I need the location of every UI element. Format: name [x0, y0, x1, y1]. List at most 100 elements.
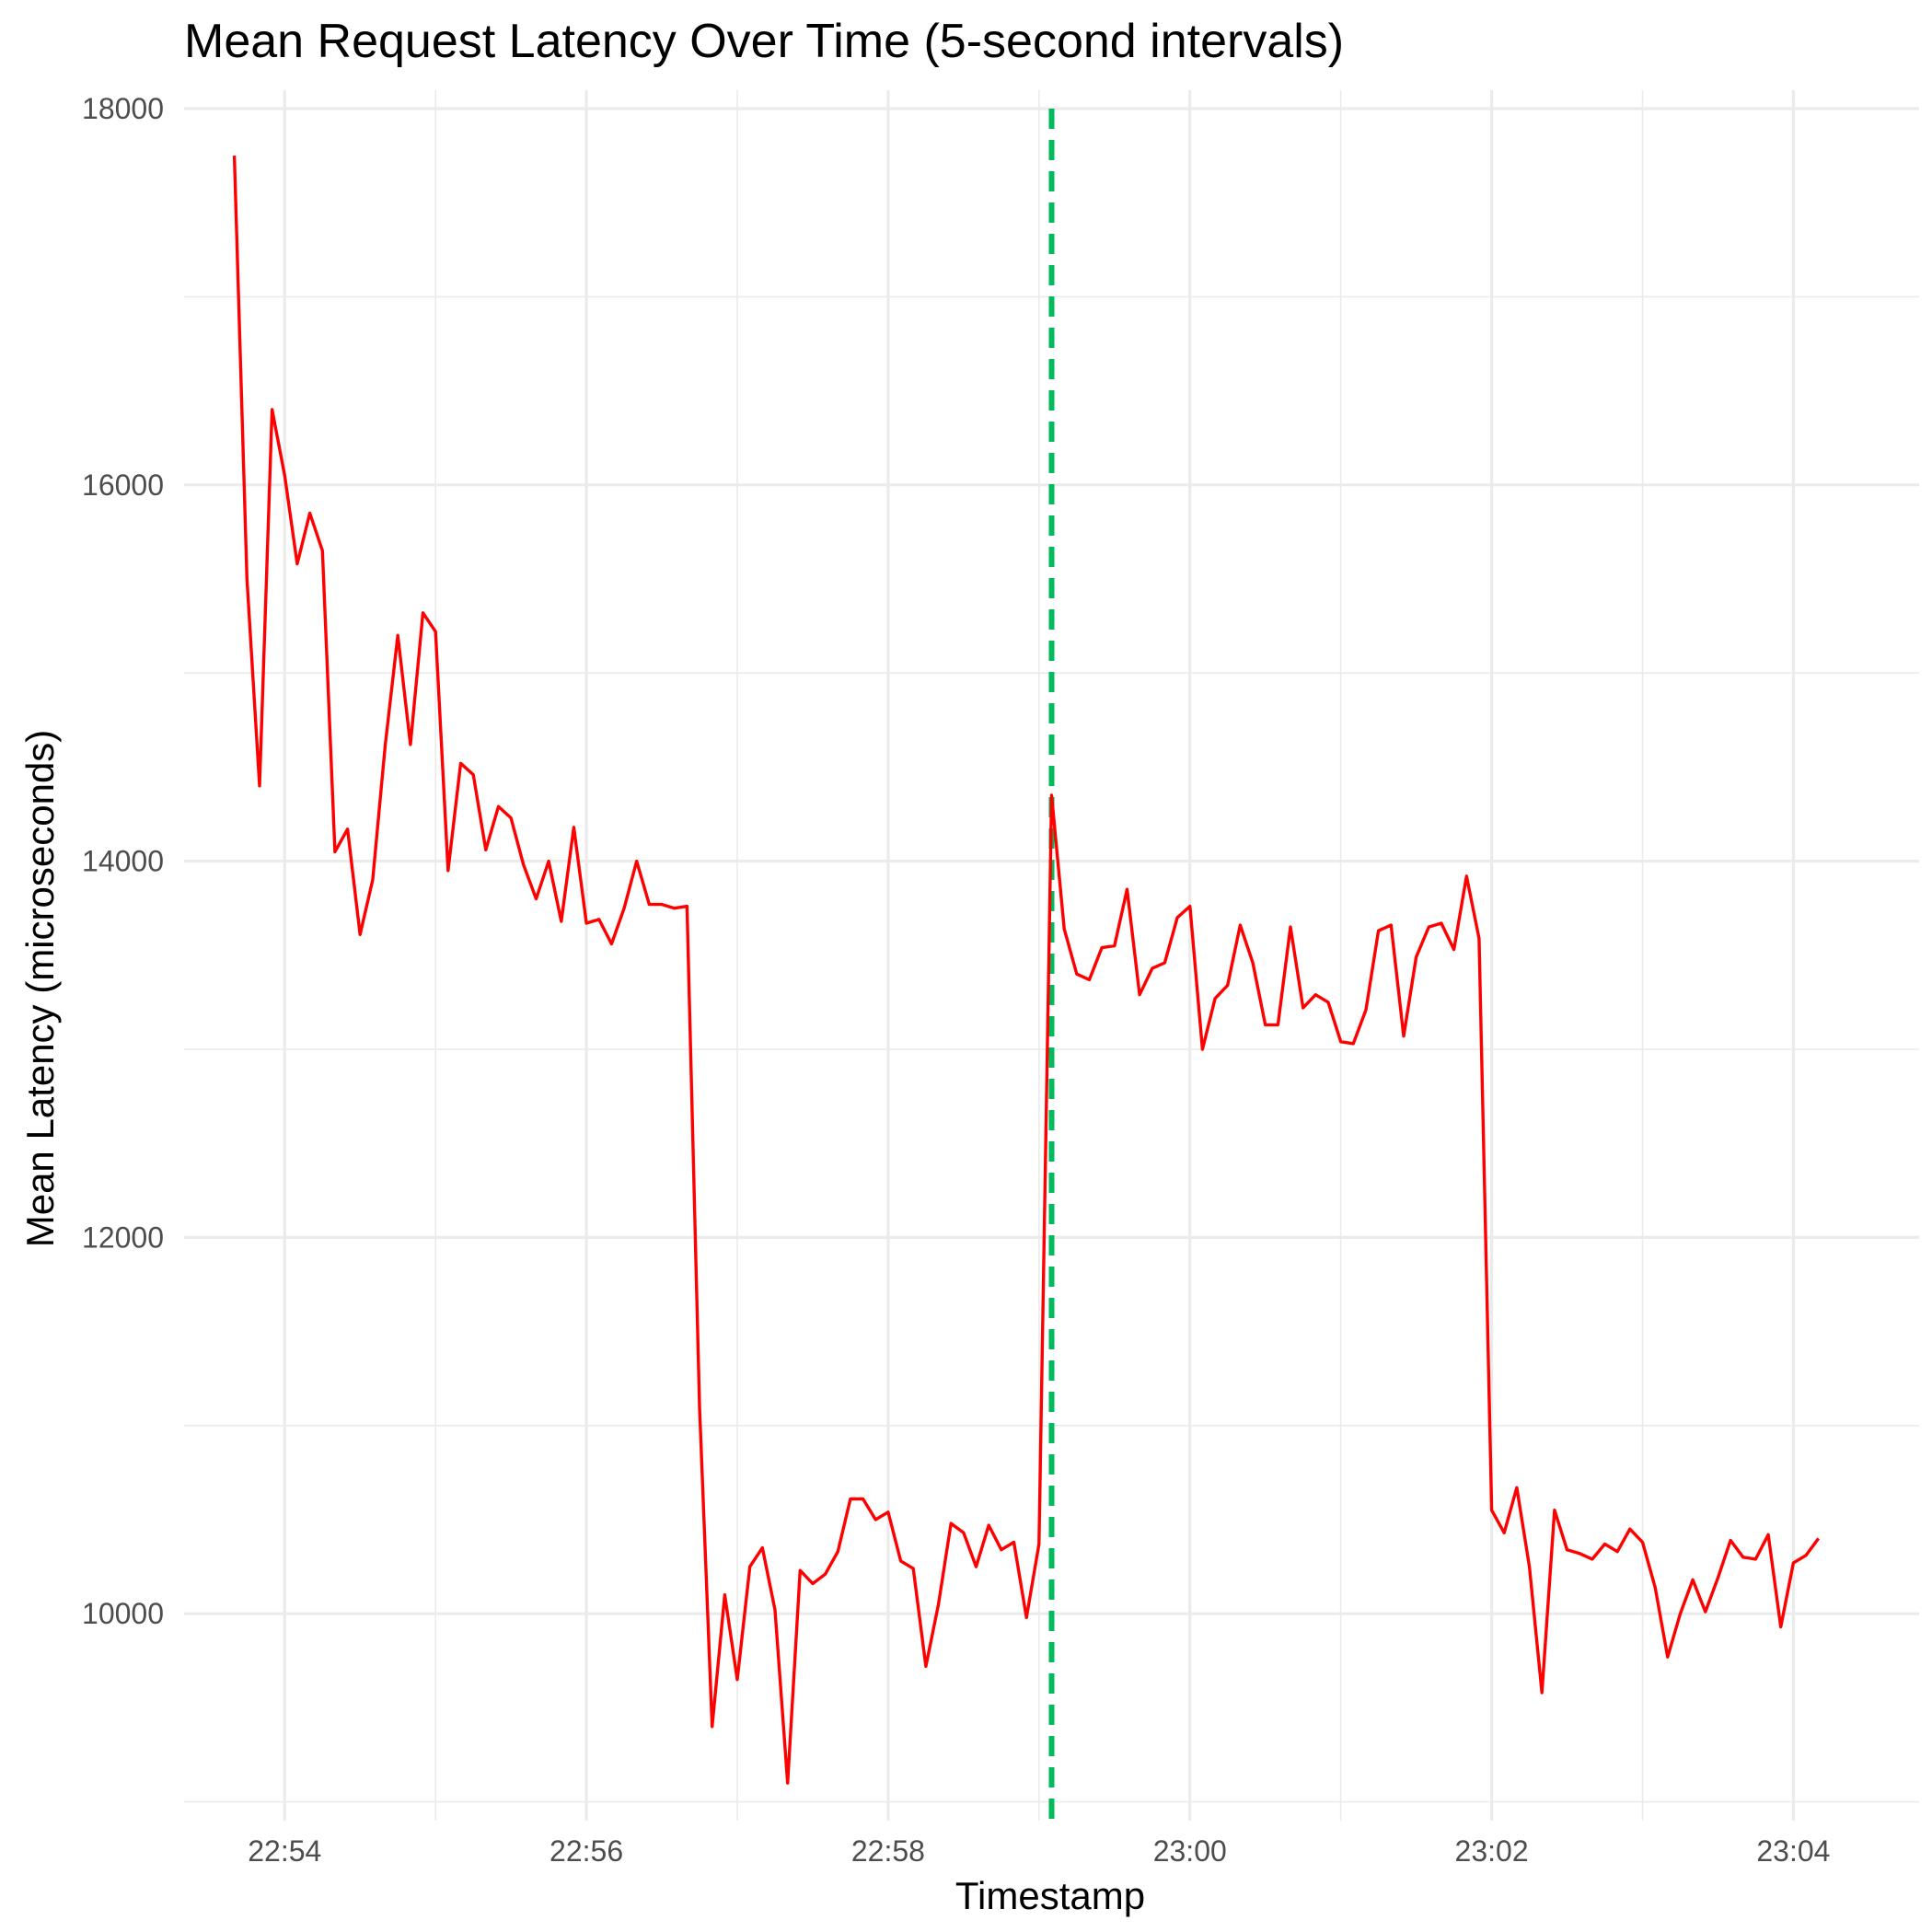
- data-point: [662, 904, 663, 905]
- data-point: [1567, 1549, 1568, 1550]
- data-point: [862, 1498, 863, 1499]
- data-point: [687, 906, 688, 907]
- data-point: [1466, 875, 1467, 876]
- data-point: [1315, 994, 1316, 995]
- data-point: [1202, 1048, 1203, 1049]
- data-point: [838, 1551, 839, 1552]
- chart-title: Mean Request Latency Over Time (5-second…: [184, 15, 1344, 68]
- y-tick-labels: 10000 12000 14000 16000 18000: [82, 92, 164, 1630]
- data-point: [322, 550, 323, 551]
- data-point: [925, 1666, 926, 1667]
- y-tick-label: 18000: [82, 92, 164, 125]
- x-axis-title: Timestamp: [955, 1874, 1145, 1917]
- data-point: [1579, 1553, 1580, 1554]
- data-point: [586, 922, 587, 923]
- data-point: [435, 631, 436, 632]
- data-point: [1327, 1001, 1328, 1002]
- x-tick-label: 22:56: [550, 1834, 623, 1868]
- data-point: [787, 1783, 788, 1784]
- data-point: [774, 1610, 775, 1611]
- data-point: [1667, 1657, 1668, 1658]
- data-point: [1064, 929, 1065, 930]
- data-point: [1755, 1558, 1756, 1559]
- data-point: [598, 919, 599, 920]
- data-point: [1051, 794, 1052, 795]
- y-axis-title: Mean Latency (microseconds): [18, 730, 62, 1248]
- x-tick-label: 23:04: [1756, 1834, 1830, 1868]
- data-point: [1127, 889, 1128, 890]
- data-point: [887, 1511, 888, 1512]
- data-point: [913, 1568, 914, 1569]
- data-point: [447, 870, 448, 871]
- data-point: [1453, 949, 1454, 950]
- data-point: [410, 744, 411, 745]
- data-point: [1416, 956, 1417, 957]
- data-point: [1516, 1487, 1517, 1488]
- data-point: [296, 563, 297, 564]
- series-layer: [232, 156, 1821, 1785]
- data-point: [724, 1594, 725, 1595]
- data-point: [1102, 947, 1103, 948]
- series-line: [232, 156, 1821, 1785]
- data-point: [334, 851, 335, 852]
- data-point: [1818, 1538, 1819, 1539]
- data-point: [1403, 1035, 1404, 1036]
- data-point: [1265, 1024, 1266, 1025]
- data-point: [284, 475, 285, 476]
- data-point: [1076, 974, 1077, 975]
- data-point: [1215, 998, 1216, 999]
- x-tick-labels: 22:54 22:56 22:58 23:00 23:02 23:04: [248, 1834, 1830, 1868]
- x-tick-label: 23:00: [1153, 1834, 1227, 1868]
- data-point: [247, 578, 248, 579]
- data-point: [1253, 962, 1254, 963]
- data-point: [800, 1570, 801, 1571]
- data-point: [460, 763, 461, 764]
- data-point: [1793, 1562, 1794, 1563]
- data-point: [309, 513, 310, 514]
- data-point: [649, 904, 650, 905]
- data-point: [736, 1679, 737, 1680]
- data-point: [1693, 1579, 1694, 1580]
- data-point: [1742, 1556, 1743, 1557]
- data-point: [1089, 979, 1090, 980]
- y-tick-label: 12000: [82, 1221, 164, 1254]
- data-point: [825, 1574, 826, 1575]
- data-point: [398, 635, 399, 636]
- data-point: [711, 1726, 712, 1727]
- data-point: [900, 1560, 901, 1561]
- data-point: [1164, 962, 1165, 963]
- data-point: [938, 1603, 939, 1604]
- data-point: [1478, 938, 1479, 939]
- data-point: [1642, 1542, 1643, 1543]
- data-point: [347, 828, 348, 829]
- data-point: [536, 898, 537, 899]
- data-point: [699, 1406, 700, 1407]
- data-point: [875, 1519, 876, 1520]
- data-point: [611, 943, 612, 944]
- x-tick-label: 22:54: [248, 1834, 321, 1868]
- y-tick-label: 14000: [82, 845, 164, 878]
- data-point: [1730, 1540, 1731, 1541]
- data-point: [473, 774, 474, 775]
- data-point: [749, 1567, 750, 1568]
- data-point: [1440, 922, 1441, 923]
- data-point: [1026, 1617, 1027, 1618]
- data-point: [1705, 1612, 1706, 1613]
- data-point: [1365, 1010, 1366, 1011]
- data-point: [1013, 1542, 1014, 1543]
- data-point: [259, 785, 260, 786]
- data-point: [1391, 925, 1392, 926]
- data-point: [762, 1547, 763, 1548]
- data-point: [1240, 925, 1241, 926]
- data-point: [1591, 1558, 1592, 1559]
- data-point: [549, 861, 550, 862]
- data-point: [1151, 968, 1152, 969]
- data-point: [1227, 985, 1228, 986]
- data-point: [360, 934, 361, 935]
- data-point: [1529, 1567, 1530, 1568]
- data-point: [385, 744, 386, 745]
- data-point: [1806, 1555, 1807, 1556]
- data-point: [812, 1583, 813, 1584]
- data-point: [523, 864, 524, 865]
